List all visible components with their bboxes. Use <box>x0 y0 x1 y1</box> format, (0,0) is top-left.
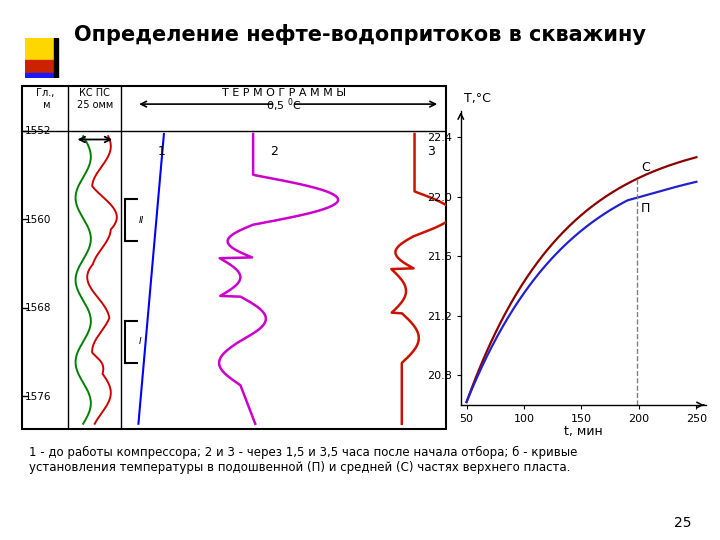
Text: 1576: 1576 <box>25 392 52 402</box>
X-axis label: t, мин: t, мин <box>564 426 603 438</box>
Bar <box>25 73 54 78</box>
Text: 0,5 $^0$C: 0,5 $^0$C <box>266 96 302 114</box>
Text: 3: 3 <box>427 145 435 158</box>
Text: I: I <box>138 338 141 347</box>
Text: 1552: 1552 <box>25 126 52 136</box>
Text: 2: 2 <box>270 145 278 158</box>
Text: 1568: 1568 <box>25 303 52 313</box>
Bar <box>25 60 54 73</box>
Text: 1: 1 <box>158 145 166 158</box>
Text: 1 - до работы компрессора; 2 и 3 - через 1,5 и 3,5 часа после начала отбора; б -: 1 - до работы компрессора; 2 и 3 - через… <box>29 446 577 474</box>
Bar <box>54 38 58 78</box>
Bar <box>25 38 54 60</box>
Text: Определение нефте-водопритоков в скважину: Определение нефте-водопритоков в скважин… <box>74 24 646 45</box>
Text: С: С <box>642 161 650 174</box>
Text: Гл.,
 м: Гл., м <box>36 88 54 110</box>
Text: Т Е Р М О Г Р А М М Ы: Т Е Р М О Г Р А М М Ы <box>222 88 346 98</box>
Text: T,°C: T,°C <box>464 92 490 105</box>
Text: 25: 25 <box>674 516 691 530</box>
Text: КС ПС
25 омм: КС ПС 25 омм <box>77 88 113 110</box>
Text: 1560: 1560 <box>25 215 51 225</box>
Text: II: II <box>138 216 144 225</box>
Text: П: П <box>642 202 651 215</box>
